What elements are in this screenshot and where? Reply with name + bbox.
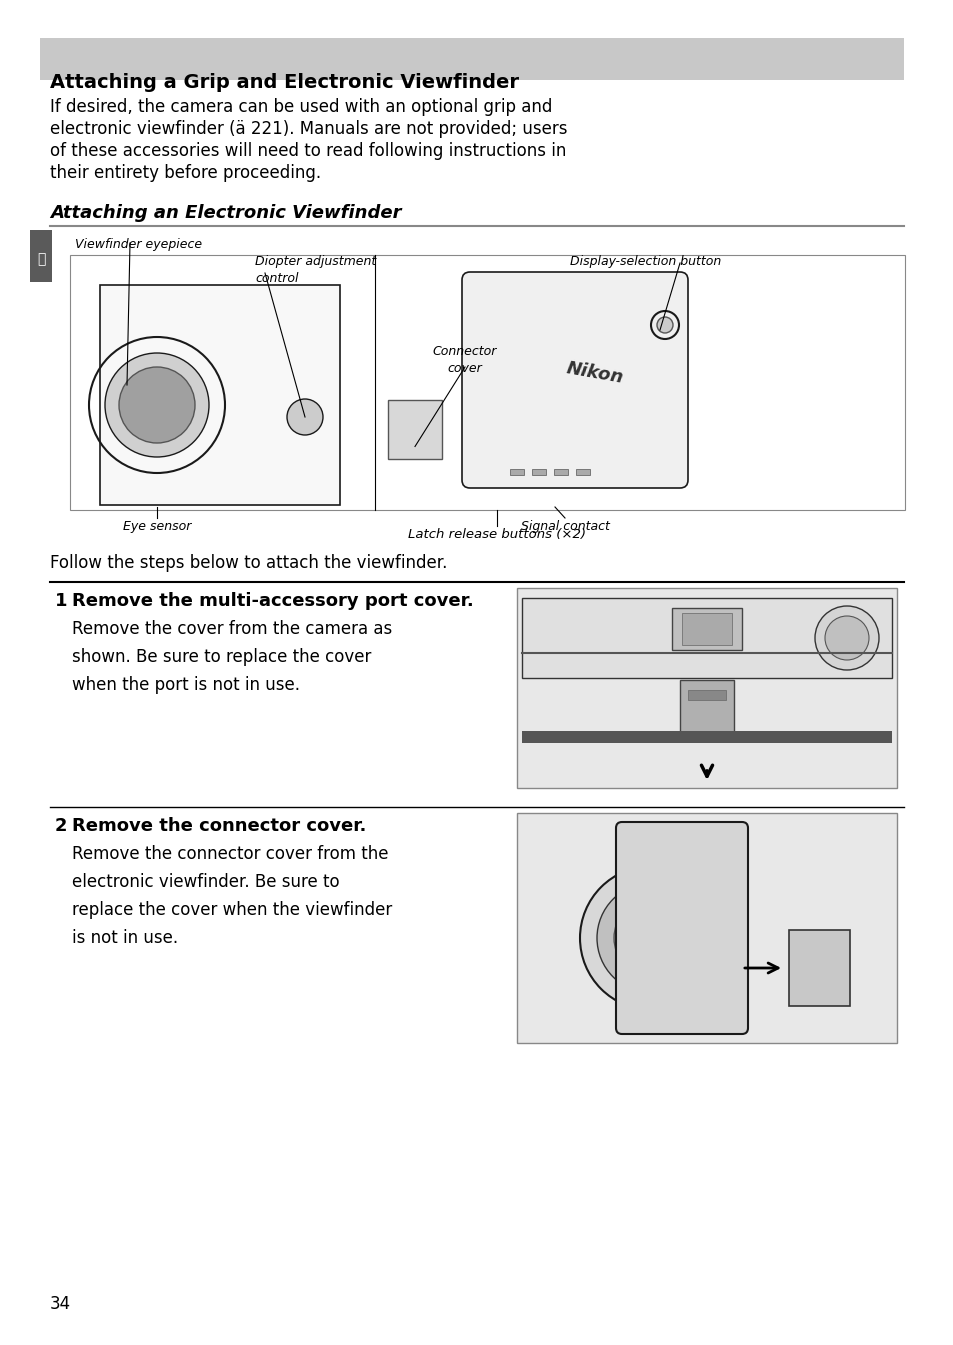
Bar [576,469,589,475]
Text: Remove the multi-accessory port cover.: Remove the multi-accessory port cover. [71,592,474,611]
Circle shape [105,352,209,457]
Text: Nikon: Nikon [564,359,624,387]
Circle shape [614,900,689,976]
Text: electronic viewfinder (ä 221). Manuals are not provided; users: electronic viewfinder (ä 221). Manuals a… [50,120,567,139]
FancyBboxPatch shape [616,822,747,1034]
Circle shape [287,399,323,434]
Text: electronic viewfinder. Be sure to: electronic viewfinder. Be sure to [71,873,339,890]
Text: 2: 2 [55,816,68,835]
FancyBboxPatch shape [388,399,441,459]
Text: Latch release buttons (×2): Latch release buttons (×2) [408,529,585,541]
Bar [554,469,567,475]
Circle shape [814,607,878,670]
Text: Remove the cover from the camera as: Remove the cover from the camera as [71,620,392,638]
Circle shape [824,616,868,660]
Text: Connector
cover: Connector cover [433,346,497,375]
Circle shape [597,884,706,993]
FancyBboxPatch shape [461,272,687,488]
FancyBboxPatch shape [100,285,339,504]
Text: Viewfinder eyepiece: Viewfinder eyepiece [75,238,202,252]
Bar [532,469,545,475]
Bar [510,469,523,475]
Bar [521,730,891,742]
Bar [687,690,725,699]
Bar [517,812,896,1042]
Text: when the port is not in use.: when the port is not in use. [71,677,299,694]
FancyBboxPatch shape [788,929,849,1006]
Bar [30,230,52,282]
Text: If desired, the camera can be used with an optional grip and: If desired, the camera can be used with … [50,98,552,116]
Text: Display-selection button: Display-selection button [569,256,720,268]
Text: Signal contact: Signal contact [520,521,609,533]
Text: Diopter adjustment
control: Diopter adjustment control [254,256,375,285]
Text: Remove the connector cover.: Remove the connector cover. [71,816,366,835]
Text: Attaching an Electronic Viewfinder: Attaching an Electronic Viewfinder [50,204,401,222]
Circle shape [579,866,723,1010]
Text: 🔖: 🔖 [37,252,45,266]
Bar [70,256,904,510]
Bar [681,613,731,646]
Text: Remove the connector cover from the: Remove the connector cover from the [71,845,388,863]
Bar [521,599,891,678]
Text: Follow the steps below to attach the viewfinder.: Follow the steps below to attach the vie… [50,554,447,572]
Text: their entirety before proceeding.: their entirety before proceeding. [50,164,321,182]
Text: is not in use.: is not in use. [71,929,178,947]
Text: 1: 1 [55,592,68,611]
Text: Eye sensor: Eye sensor [123,521,191,533]
Text: shown. Be sure to replace the cover: shown. Be sure to replace the cover [71,648,371,666]
Circle shape [657,317,672,334]
Bar [517,588,896,788]
Text: of these accessories will need to read following instructions in: of these accessories will need to read f… [50,143,566,160]
Circle shape [119,367,194,443]
Text: replace the cover when the viewfinder: replace the cover when the viewfinder [71,901,392,919]
Bar [679,681,733,740]
Bar [671,608,741,650]
Text: Attaching a Grip and Electronic Viewfinder: Attaching a Grip and Electronic Viewfind… [50,73,518,91]
Bar [40,38,903,79]
Text: 34: 34 [50,1295,71,1313]
